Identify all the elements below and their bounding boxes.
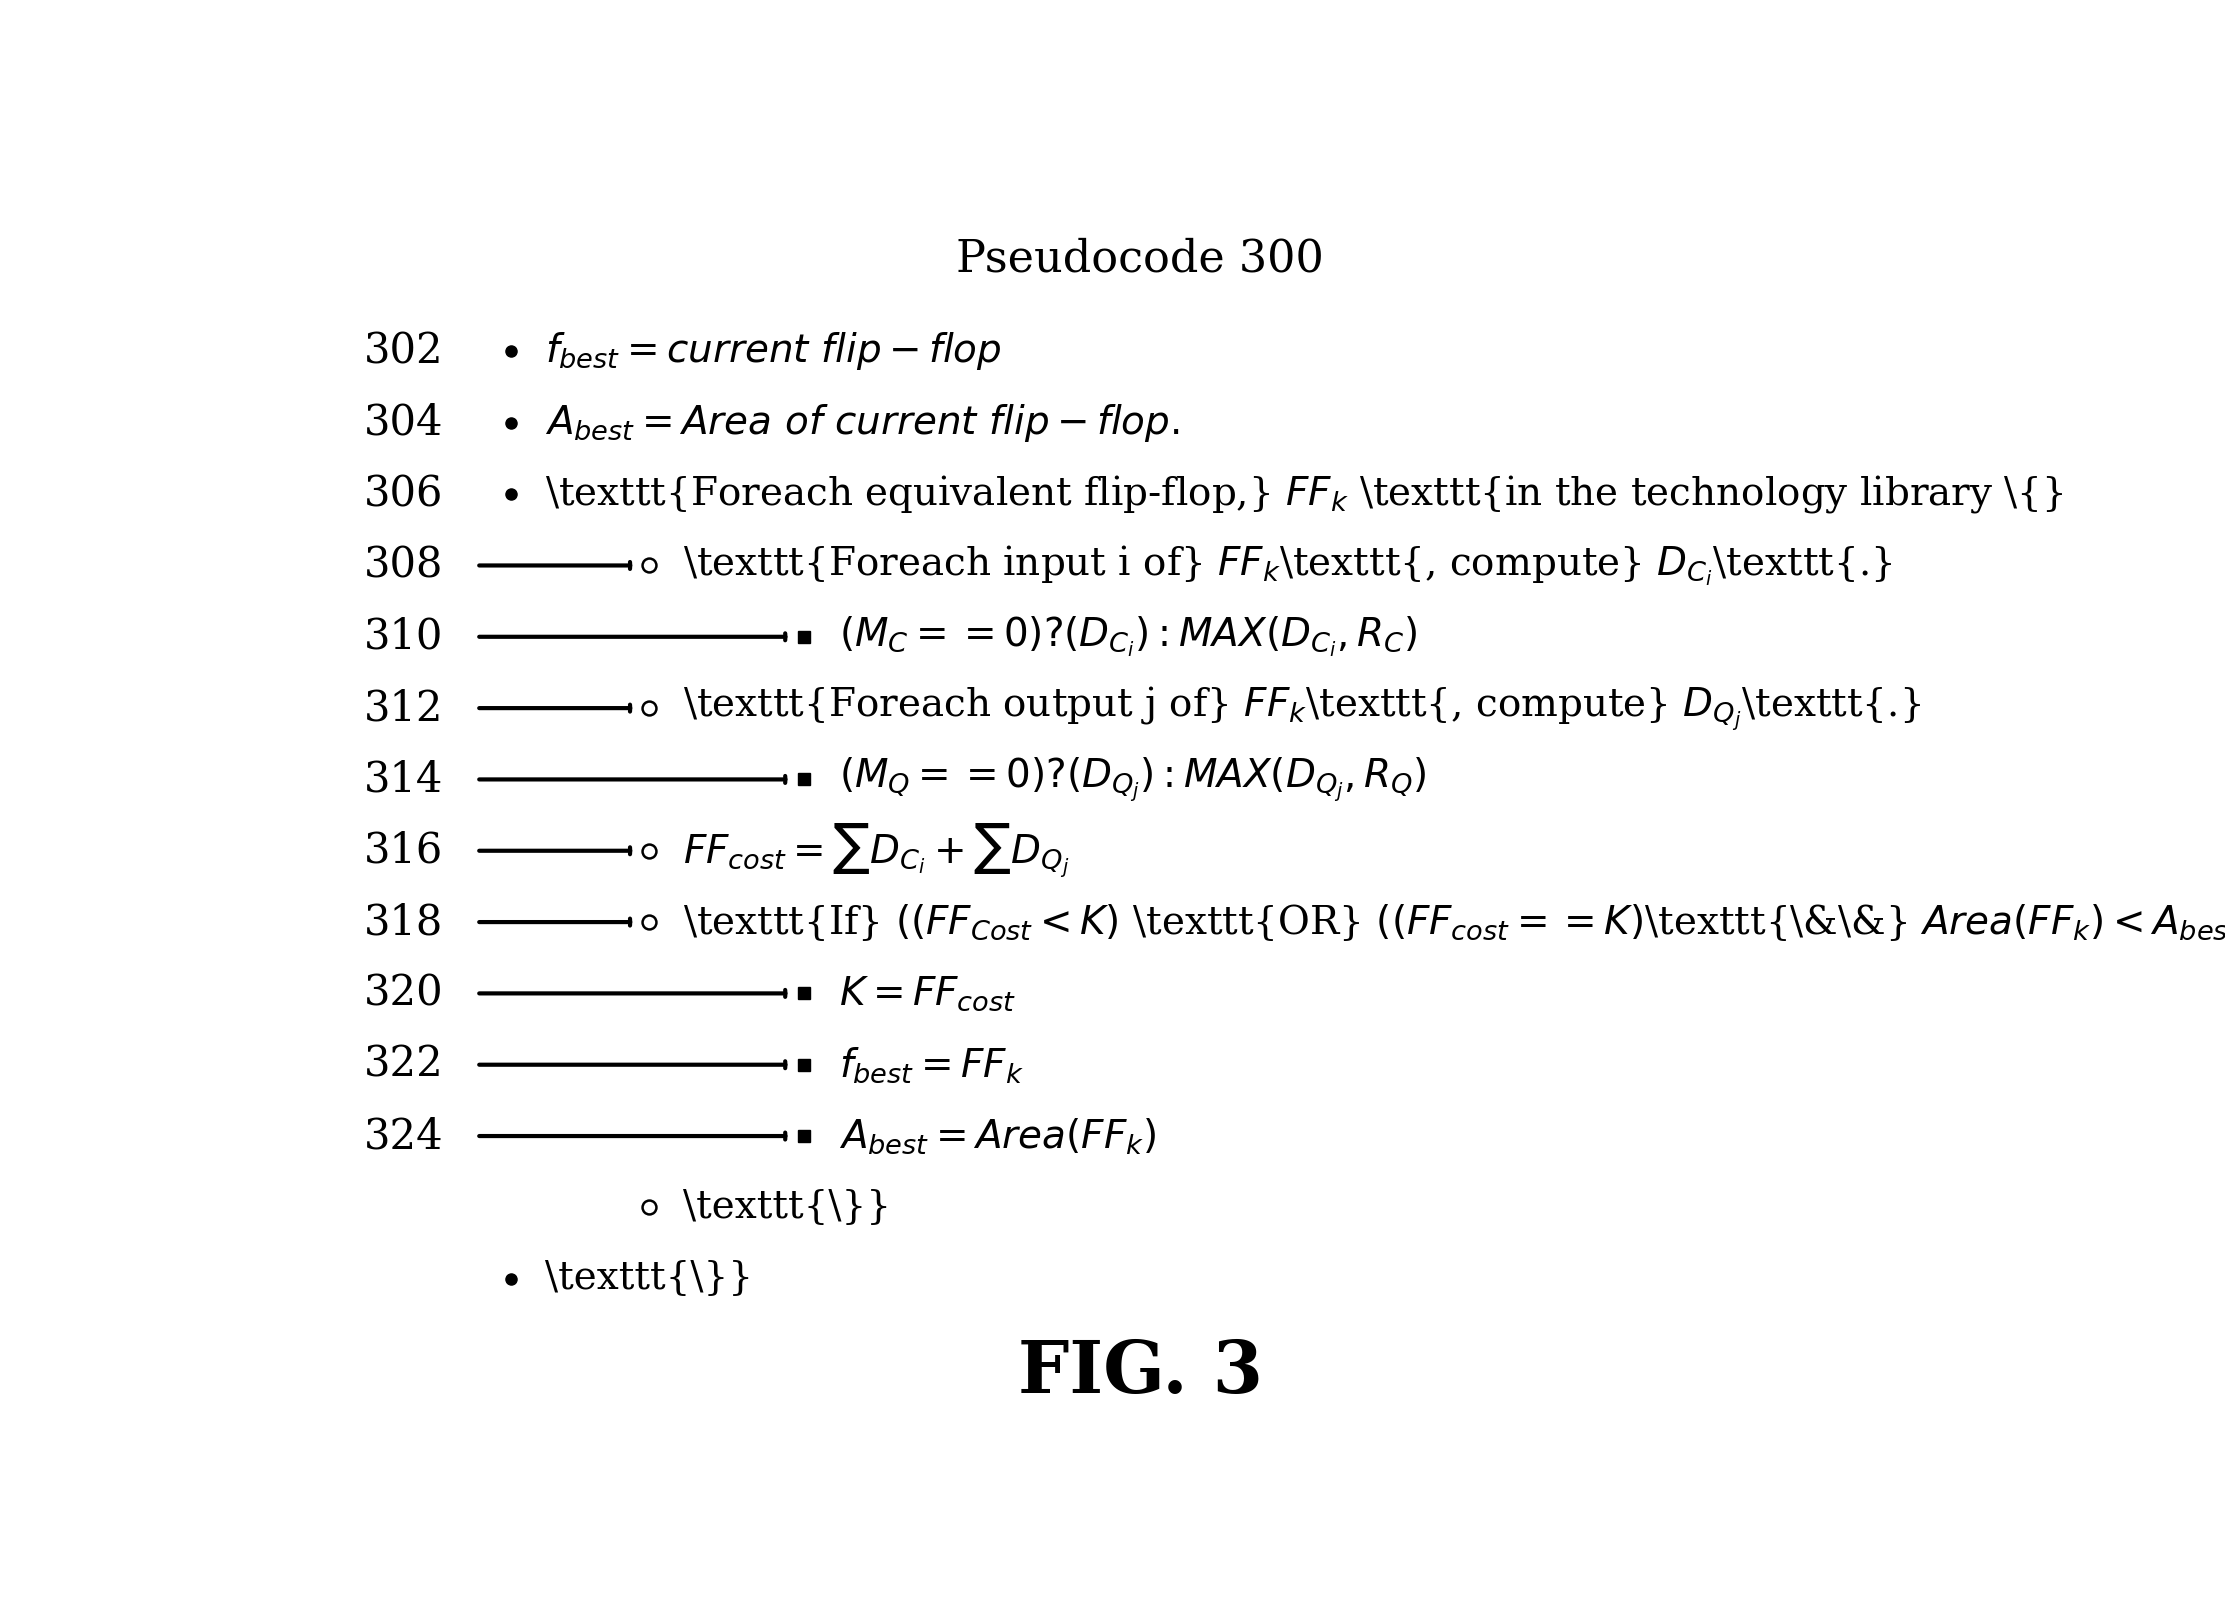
Text: 302: 302 (365, 331, 445, 372)
Text: $A_{best} = Area(FF_k)$: $A_{best} = Area(FF_k)$ (839, 1116, 1155, 1156)
Text: 304: 304 (365, 402, 443, 444)
Text: 322: 322 (365, 1044, 445, 1086)
Text: \texttt{Foreach output j of} $FF_{k}$\texttt{, compute} $D_{Q_j}$\texttt{.}: \texttt{Foreach output j of} $FF_{k}$\te… (683, 684, 1922, 733)
Text: 308: 308 (365, 545, 443, 586)
Text: $f_{best} = FF_k$: $f_{best} = FF_k$ (839, 1044, 1024, 1084)
Text: $A_{best} = \mathit{Area\ of\ current\ flip} - \mathit{flop.}$: $A_{best} = \mathit{Area\ of\ current\ f… (545, 402, 1179, 444)
Text: 324: 324 (365, 1115, 445, 1158)
Text: 316: 316 (365, 830, 443, 872)
Text: Pseudocode 300: Pseudocode 300 (957, 238, 1324, 281)
Text: $(M_C == 0)?(D_{C_i}) : MAX(D_{C_i}, R_C)$: $(M_C == 0)?(D_{C_i}) : MAX(D_{C_i}, R_C… (839, 615, 1417, 660)
Text: $(M_Q == 0)?(D_{Q_j}) : MAX(D_{Q_j}, R_Q)$: $(M_Q == 0)?(D_{Q_j}) : MAX(D_{Q_j}, R_Q… (839, 755, 1426, 803)
Text: 314: 314 (365, 759, 443, 800)
Text: 312: 312 (365, 687, 443, 730)
Text: $f_{best} = \mathit{current\ flip} - \mathit{flop}$: $f_{best} = \mathit{current\ flip} - \ma… (545, 331, 1001, 372)
Text: 320: 320 (365, 973, 445, 1014)
Text: \texttt{\}}: \texttt{\}} (683, 1188, 892, 1226)
Text: $K = FF_{cost}$: $K = FF_{cost}$ (839, 974, 1017, 1012)
Text: \texttt{\}}: \texttt{\}} (545, 1260, 754, 1297)
Text: $FF_{cost} = \sum D_{C_i} + \sum D_{Q_j}$: $FF_{cost} = \sum D_{C_i} + \sum D_{Q_j}… (683, 821, 1070, 880)
Text: \texttt{Foreach input i of} $FF_{k}$\texttt{, compute} $D_{C_i}$\texttt{.}: \texttt{Foreach input i of} $FF_{k}$\tex… (683, 543, 1893, 588)
Text: 318: 318 (365, 901, 443, 944)
Text: FIG. 3: FIG. 3 (1017, 1337, 1264, 1407)
Text: \texttt{If} $((FF_{Cost} < K)$ \texttt{OR} $((FF_{cost} == K)$\texttt{\&\&} $Are: \texttt{If} $((FF_{Cost} < K)$ \texttt{O… (683, 902, 2225, 942)
Text: 306: 306 (365, 473, 443, 516)
Text: \texttt{Foreach equivalent flip-flop,} $FF_k$ \texttt{in the technology library : \texttt{Foreach equivalent flip-flop,} $… (545, 473, 2065, 516)
Text: 310: 310 (365, 616, 443, 658)
